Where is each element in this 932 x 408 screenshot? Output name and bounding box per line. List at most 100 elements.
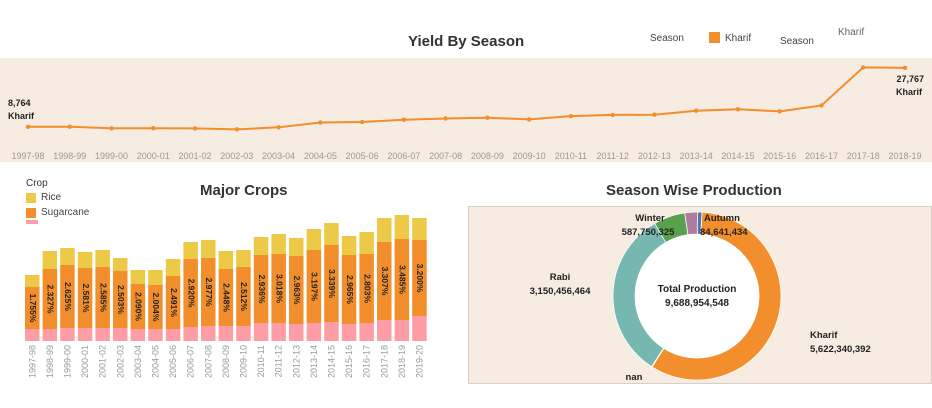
bar-segment-sugarcane[interactable] [77,268,93,328]
yield-point[interactable] [276,125,281,130]
yield-point[interactable] [568,113,574,119]
yield-point[interactable] [693,108,699,113]
bar-segment-third-crop[interactable] [253,323,269,341]
bar-segment-rice[interactable] [77,252,93,268]
bar-segment-rice[interactable] [341,236,357,255]
bar-segment-third-crop[interactable] [377,320,392,341]
bar-segment-third-crop[interactable] [77,328,93,341]
yield-point[interactable] [902,65,908,71]
bar-segment-sugarcane[interactable] [324,245,339,322]
bar-segment-third-crop[interactable] [148,329,163,341]
yield-point[interactable] [234,127,240,132]
yield-point[interactable] [652,112,657,117]
bar-segment-third-crop[interactable] [201,326,216,341]
bar-segment-third-crop[interactable] [60,328,75,341]
bar-segment-rice[interactable] [359,232,374,254]
crop-legend-item-rice[interactable]: Rice [26,192,136,203]
bar-segment-rice[interactable] [218,251,234,269]
bar-segment-rice[interactable] [236,250,251,267]
bar-segment-rice[interactable] [25,275,40,287]
bar-segment-rice[interactable] [130,270,146,284]
bar-segment-sugarcane[interactable] [412,240,427,316]
bar-data-label: 1.755% [28,294,38,323]
bar-segment-third-crop[interactable] [359,323,374,341]
bar-segment-third-crop[interactable] [42,329,58,341]
yield-point[interactable] [401,117,407,122]
bar-segment-rice[interactable] [324,223,339,245]
bar-segment-rice[interactable] [148,270,163,285]
bar-segment-sugarcane[interactable] [341,255,357,324]
yield-x-tick: 2002-03 [220,151,253,161]
yield-point[interactable] [735,107,741,112]
kharif-filter-label[interactable]: Kharif [838,27,865,38]
bar-segment-sugarcane[interactable] [289,256,304,324]
crop-legend-item-sugarcane[interactable]: Sugarcane [26,207,136,218]
bar-segment-sugarcane[interactable] [394,239,410,320]
yield-point[interactable] [861,65,866,70]
bar-segment-sugarcane[interactable] [183,259,198,327]
bar-segment-sugarcane[interactable] [165,276,181,329]
bar-segment-third-crop[interactable] [306,323,322,341]
yield-point[interactable] [485,115,490,120]
bar-segment-rice[interactable] [201,240,216,258]
yield-point[interactable] [443,116,448,121]
bar-segment-rice[interactable] [306,229,322,250]
bar-segment-rice[interactable] [289,238,304,256]
crops-x-tick: 2013-14 [309,345,319,378]
yield-point[interactable] [318,120,323,125]
bar-segment-rice[interactable] [394,215,410,239]
bar-segment-rice[interactable] [253,237,269,255]
yield-point[interactable] [359,119,365,125]
bar-segment-rice[interactable] [165,259,181,276]
bar-segment-third-crop[interactable] [95,328,110,341]
bar-segment-sugarcane[interactable] [306,250,322,323]
yield-point[interactable] [819,103,824,108]
yield-point[interactable] [109,126,114,131]
bar-segment-sugarcane[interactable] [201,258,216,326]
bar-segment-sugarcane[interactable] [148,285,163,329]
bar-segment-third-crop[interactable] [218,326,234,341]
bar-segment-rice[interactable] [95,250,110,267]
bar-segment-sugarcane[interactable] [95,267,110,328]
bar-segment-sugarcane[interactable] [113,271,128,328]
yield-point[interactable] [25,124,31,130]
bar-segment-sugarcane[interactable] [253,255,269,323]
bar-segment-sugarcane[interactable] [271,254,286,323]
bar-segment-sugarcane[interactable] [236,267,251,326]
sugarcane-label: Sugarcane [41,207,90,218]
bar-segment-sugarcane[interactable] [359,254,374,323]
bar-segment-rice[interactable] [183,242,198,259]
bar-segment-third-crop[interactable] [289,324,304,341]
bar-segment-rice[interactable] [113,258,128,271]
bar-segment-sugarcane[interactable] [60,265,75,328]
bar-segment-third-crop[interactable] [165,329,181,341]
bar-segment-sugarcane[interactable] [42,269,58,329]
bar-segment-rice[interactable] [271,234,286,254]
kharif-legend-label[interactable]: Kharif [725,33,752,44]
bar-segment-sugarcane[interactable] [130,284,146,329]
yield-point[interactable] [610,112,615,118]
bar-segment-rice[interactable] [42,251,58,269]
bar-segment-third-crop[interactable] [25,329,40,341]
bar-segment-third-crop[interactable] [341,324,357,341]
bar-segment-third-crop[interactable] [271,323,286,341]
yield-point[interactable] [777,109,782,114]
bar-segment-third-crop[interactable] [113,328,128,341]
bar-segment-sugarcane[interactable] [25,287,40,329]
bar-segment-rice[interactable] [60,248,75,265]
bar-segment-third-crop[interactable] [130,329,146,341]
bar-segment-third-crop[interactable] [394,320,410,341]
bar-segment-rice[interactable] [377,218,392,242]
kharif-legend-swatch[interactable] [709,32,720,43]
bar-segment-sugarcane[interactable] [377,242,392,320]
bar-segment-third-crop[interactable] [412,316,427,341]
bar-segment-third-crop[interactable] [183,327,198,341]
bar-segment-rice[interactable] [412,218,427,240]
yield-point[interactable] [526,117,532,122]
bar-segment-sugarcane[interactable] [218,269,234,326]
yield-point[interactable] [67,124,72,129]
bar-segment-third-crop[interactable] [324,322,339,341]
yield-point[interactable] [192,126,198,131]
yield-point[interactable] [151,126,156,131]
bar-segment-third-crop[interactable] [236,326,251,341]
